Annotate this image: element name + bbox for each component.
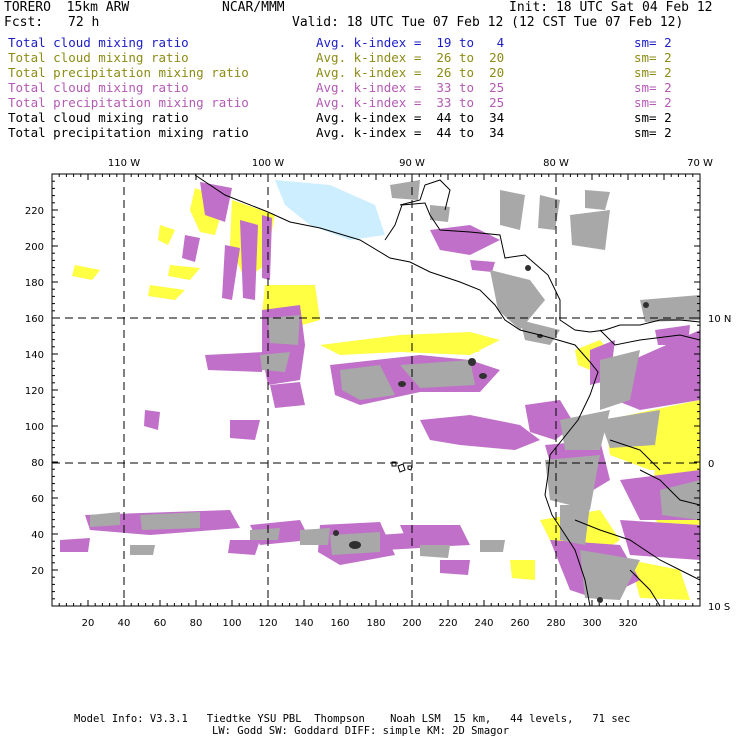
center-name: NCAR/MMM — [222, 0, 285, 15]
coastline-layer — [194, 174, 700, 606]
x-tick-label: 180 — [366, 618, 385, 629]
legend-field: Total cloud mixing ratio — [8, 35, 189, 50]
y-tick-label: 160 — [25, 314, 44, 325]
x-tick-label: 260 — [510, 618, 529, 629]
legend-smoothing: sm= 2 — [634, 65, 672, 80]
x-tick-label: 80 — [190, 618, 203, 629]
longitude-label: 80 W — [543, 158, 569, 169]
legend-k-index: Avg. k-index = 26 to 20 — [316, 65, 505, 80]
x-tick-label: 140 — [294, 618, 313, 629]
longitude-label: 70 W — [687, 158, 713, 169]
legend-field: Total precipitation mixing ratio — [8, 65, 249, 80]
latitude-label: 0 — [708, 459, 714, 470]
y-tick-label: 80 — [31, 458, 44, 469]
y-tick-label: 20 — [31, 566, 44, 577]
y-tick-label: 120 — [25, 386, 44, 397]
axis-labels: 20 40 60 80 100 120 140 160 180 200 220 240 260 280 30… — [25, 158, 731, 629]
legend-k-index: Avg. k-index = 19 to 4 — [316, 35, 505, 50]
x-tick-label: 100 — [222, 618, 241, 629]
legend-field: Total cloud mixing ratio — [8, 110, 189, 125]
legend-k-index: Avg. k-index = 33 to 25 — [316, 95, 505, 110]
latitude-label: 10 N — [708, 314, 731, 325]
x-tick-label: 300 — [582, 618, 601, 629]
model-title: TORERO 15km ARW — [4, 0, 130, 15]
x-tick-label: 20 — [82, 618, 95, 629]
x-tick-label: 160 — [330, 618, 349, 629]
x-tick-label: 40 — [118, 618, 131, 629]
y-tick-label: 100 — [25, 422, 44, 433]
y-tick-label: 180 — [25, 278, 44, 289]
model-info-line2: LW: Godd SW: Goddard DIFF: simple KM: 2D… — [212, 725, 510, 737]
legend-smoothing: sm= 2 — [634, 50, 672, 65]
model-info-line1: Model Info: V3.3.1 Tiedtke YSU PBL Thomp… — [74, 713, 631, 725]
y-tick-label: 60 — [31, 494, 44, 505]
x-tick-label: 200 — [402, 618, 421, 629]
axis-ticks — [52, 174, 700, 606]
x-tick-label: 120 — [258, 618, 277, 629]
map-field-layer — [60, 174, 700, 606]
legend-field: Total cloud mixing ratio — [8, 80, 189, 95]
x-tick-label: 280 — [546, 618, 565, 629]
fcst-value: 72 h — [68, 15, 100, 30]
legend-field: Total precipitation mixing ratio — [8, 95, 249, 110]
lat-lon-grid — [52, 174, 700, 606]
legend-k-index: Avg. k-index = 44 to 34 — [316, 125, 505, 140]
legend-smoothing: sm= 2 — [634, 80, 672, 95]
longitude-label: 110 W — [108, 158, 140, 169]
longitude-label: 90 W — [399, 158, 425, 169]
x-tick-label: 240 — [474, 618, 493, 629]
legend-field: Total precipitation mixing ratio — [8, 125, 249, 140]
y-tick-label: 40 — [31, 530, 44, 541]
longitude-label: 100 W — [252, 158, 284, 169]
y-tick-label: 220 — [25, 206, 44, 217]
fcst-label: Fcst: — [4, 15, 44, 30]
valid-time: Valid: 18 UTC Tue 07 Feb 12 (12 CST Tue … — [292, 15, 684, 30]
legend-field: Total cloud mixing ratio — [8, 50, 189, 65]
legend-k-index: Avg. k-index = 44 to 34 — [316, 110, 505, 125]
init-time: Init: 18 UTC Sat 04 Feb 12 — [509, 0, 713, 15]
x-tick-label: 60 — [154, 618, 167, 629]
legend-smoothing: sm= 2 — [634, 110, 672, 125]
y-tick-label: 200 — [25, 242, 44, 253]
x-tick-label: 320 — [618, 618, 637, 629]
legend-smoothing: sm= 2 — [634, 35, 672, 50]
legend-k-index: Avg. k-index = 26 to 20 — [316, 50, 505, 65]
legend-smoothing: sm= 2 — [634, 125, 672, 140]
legend-smoothing: sm= 2 — [634, 95, 672, 110]
latitude-label: 10 S — [708, 602, 730, 613]
x-tick-label: 220 — [438, 618, 457, 629]
y-tick-label: 140 — [25, 350, 44, 361]
legend-k-index: Avg. k-index = 33 to 25 — [316, 80, 505, 95]
